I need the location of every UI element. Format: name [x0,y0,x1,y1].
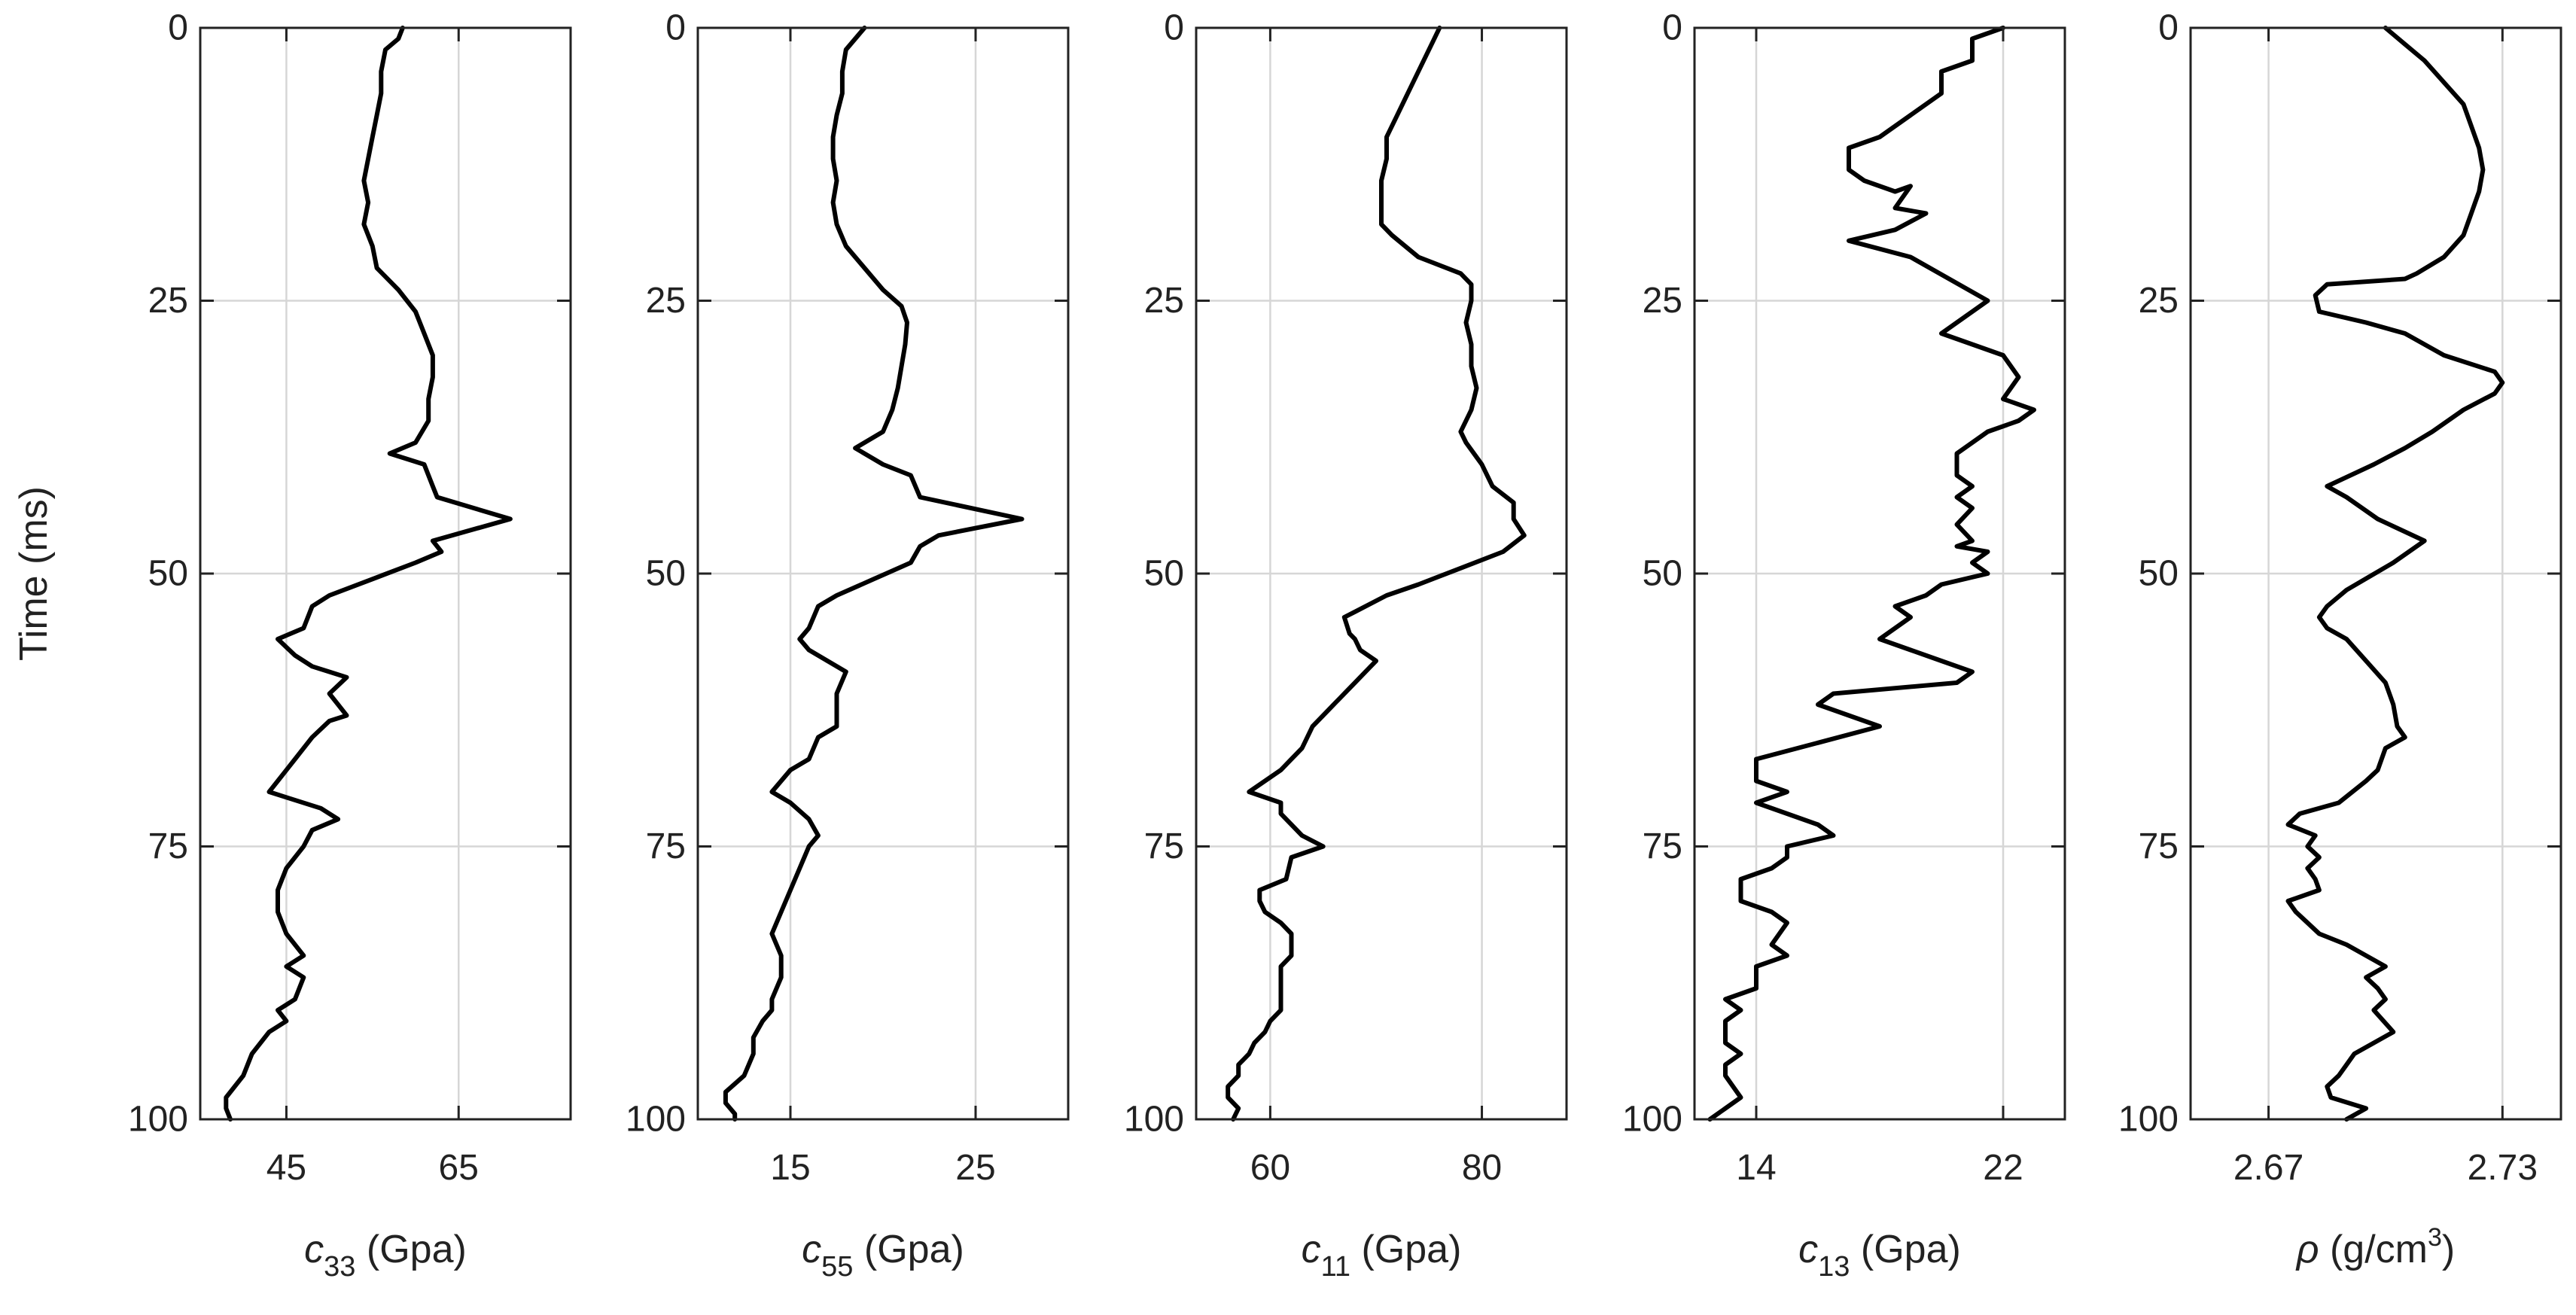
x-tick-label: 15 [770,1148,810,1188]
y-tick-label: 0 [1164,8,1184,48]
x-tick-label: 22 [1983,1148,2023,1188]
y-tick-label: 100 [128,1100,188,1140]
y-tick-label: 75 [1643,826,1682,866]
y-tick-label: 25 [148,281,188,321]
x-tick-label: 14 [1736,1148,1776,1188]
panel-2: 0 25 50 75 100 15 25 c55 (Gpa) [626,8,1070,1283]
panel-4: 0 25 50 75 100 14 22 c13 (Gpa) [1622,8,2066,1283]
y-tick-label: 50 [2139,554,2179,594]
data-line-5 [2285,26,2505,1122]
y-tick-label: 50 [1144,554,1184,594]
y-tick-label: 25 [1144,281,1184,321]
x-tick-label: 2.67 [2233,1148,2303,1188]
y-tick-label: 50 [646,554,686,594]
y-tick-label: 25 [2139,281,2179,321]
y-tick-label: 100 [1124,1100,1184,1140]
y-tick-label: 100 [626,1100,686,1140]
x-axis-title-5: ρ (g/cm3) [2295,1223,2456,1271]
y-tick-label: 75 [2139,826,2179,866]
y-axis-title: Time (ms) [12,486,56,661]
y-tick-label: 0 [1662,8,1682,48]
x-axis-title-1: c33 (Gpa) [304,1228,467,1283]
data-line-3 [1226,26,1527,1122]
x-tick-label: 45 [266,1148,306,1188]
y-tick-label: 75 [148,826,188,866]
y-tick-label: 50 [1643,554,1682,594]
data-line-2 [723,26,1025,1122]
y-tick-label: 75 [646,826,686,866]
data-line-4 [1707,26,2036,1122]
x-tick-label: 80 [1462,1148,1502,1188]
y-tick-label: 100 [2118,1100,2179,1140]
y-tick-label: 0 [665,8,686,48]
y-tick-label: 75 [1144,826,1184,866]
panel-5: 0 25 50 75 100 2.67 2.73 ρ (g/cm3) [2118,8,2562,1271]
panel-1: 0 25 50 75 100 45 65 c33 (Gpa) [128,8,572,1283]
x-tick-label: 25 [955,1148,995,1188]
y-tick-label: 25 [1643,281,1682,321]
x-tick-label: 60 [1250,1148,1290,1188]
y-tick-label: 0 [168,8,188,48]
y-tick-label: 25 [646,281,686,321]
x-axis-title-4: c13 (Gpa) [1798,1228,1961,1283]
x-tick-label: 2.73 [2468,1148,2538,1188]
x-axis-title-2: c55 (Gpa) [802,1228,964,1283]
data-line-1 [224,26,513,1122]
x-tick-label: 65 [439,1148,479,1188]
y-tick-label: 100 [1622,1100,1682,1140]
x-axis-title-3: c11 (Gpa) [1302,1228,1462,1283]
y-tick-label: 50 [148,554,188,594]
y-tick-label: 0 [2158,8,2179,48]
